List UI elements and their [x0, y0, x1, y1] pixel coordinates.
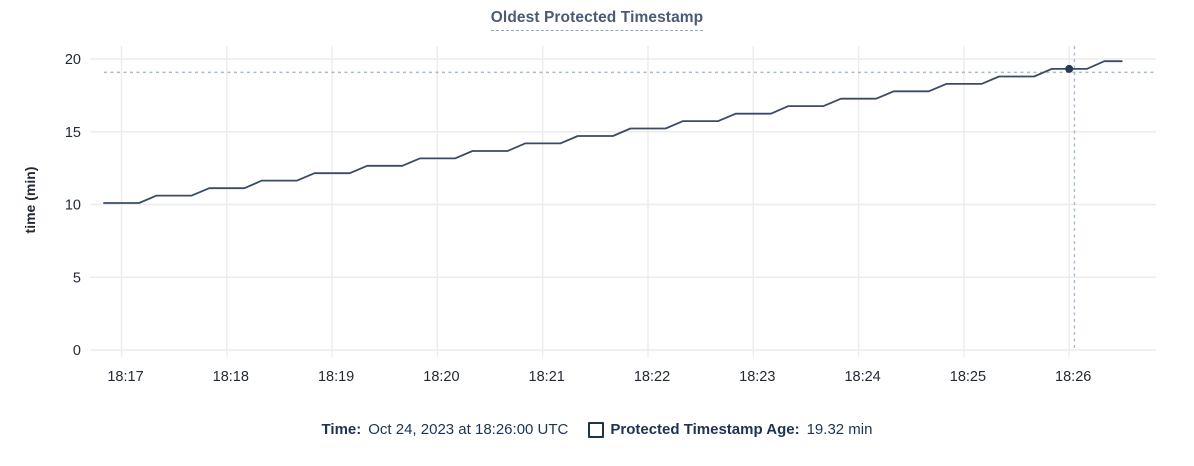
chart-title-row: Oldest Protected Timestamp — [0, 9, 1194, 31]
x-tick-label: 18:21 — [529, 369, 565, 385]
legend: Time: Oct 24, 2023 at 18:26:00 UTC Prote… — [0, 421, 1194, 438]
y-tick-label: 20 — [65, 52, 81, 68]
legend-time-label: Time: — [321, 421, 362, 438]
x-tick-label: 18:26 — [1055, 369, 1091, 385]
x-tick-label: 18:23 — [739, 369, 775, 385]
y-tick-label: 15 — [65, 125, 81, 141]
hover-point-dot — [1065, 64, 1074, 73]
legend-series-value: 19.32 min — [806, 421, 873, 438]
y-tick-label: 5 — [73, 270, 81, 286]
x-tick-label: 18:25 — [950, 369, 986, 385]
series-toggle-checkbox-icon[interactable] — [588, 421, 605, 438]
x-tick-label: 18:24 — [844, 369, 880, 385]
series-line — [103, 60, 1123, 204]
x-tick-label: 18:18 — [213, 369, 249, 385]
legend-time-value: Oct 24, 2023 at 18:26:00 UTC — [368, 421, 569, 438]
y-tick-label: 0 — [73, 343, 81, 359]
x-tick-label: 18:19 — [318, 369, 354, 385]
chart-title[interactable]: Oldest Protected Timestamp — [490, 9, 704, 31]
legend-series-label: Protected Timestamp Age: — [610, 421, 800, 438]
y-tick-label: 10 — [65, 198, 81, 214]
x-tick-label: 18:17 — [107, 369, 143, 385]
x-tick-label: 18:20 — [423, 369, 459, 385]
x-tick-label: 18:22 — [634, 369, 670, 385]
timeseries-plot[interactable]: 0 5 10 15 20 18:17 18:18 18:19 18:20 18:21 18:22 18… — [0, 0, 1194, 400]
